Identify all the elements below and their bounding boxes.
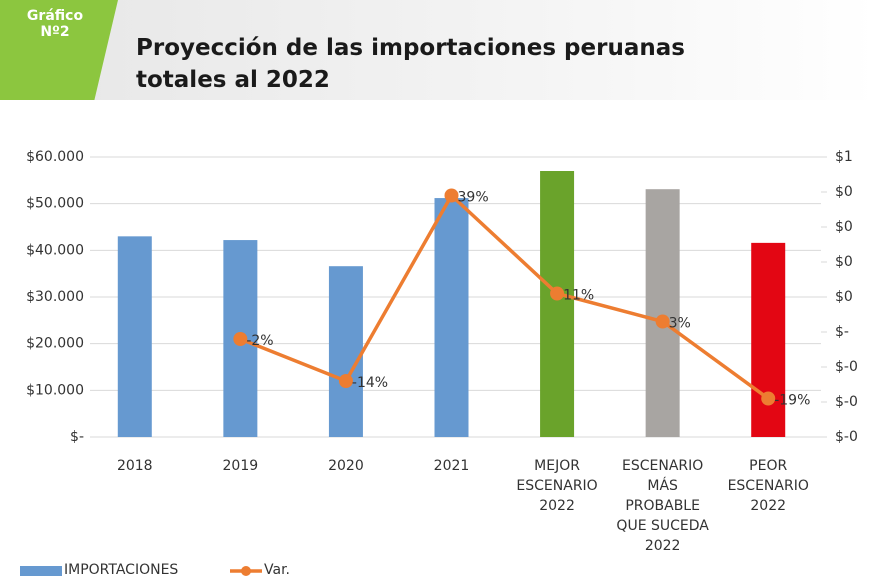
- bar: [540, 171, 575, 437]
- y2-tick-label: $0: [835, 254, 853, 270]
- legend-swatch: [241, 566, 251, 576]
- y2-tick-label: $0: [835, 184, 853, 200]
- point: [338, 374, 353, 388]
- y-tick-label: $40.000: [26, 242, 84, 258]
- data-label: 3%: [669, 316, 691, 332]
- y-tick-label: $20.000: [26, 336, 84, 352]
- chart-title: Proyección de las importaciones peruanas…: [136, 35, 685, 93]
- legend-swatch: [20, 566, 62, 576]
- y2-tick-label: $-0: [835, 359, 858, 375]
- x-tick-label: 2018: [116, 458, 153, 474]
- y-tick-label: $30.000: [26, 289, 84, 305]
- legend-label: IMPORTACIONES: [64, 562, 179, 578]
- x-tick-label: PEOR ESCENARIO 2022: [727, 458, 809, 514]
- x-tick-label: 2019: [222, 458, 259, 474]
- data-label: -19%: [774, 393, 810, 409]
- data-label: 39%: [458, 190, 489, 206]
- y2-tick-label: $0: [835, 219, 853, 235]
- y2-tick-label: $1: [835, 149, 853, 165]
- x-tick-label: MEJOR ESCENARIO 2022: [516, 458, 598, 514]
- y-tick-label: $50.000: [26, 196, 84, 212]
- y2-tick-label: $-: [835, 324, 849, 340]
- y-tick-label: $-: [70, 429, 84, 445]
- point: [444, 188, 459, 203]
- point: [233, 332, 248, 346]
- bar: [328, 266, 363, 437]
- y-tick-label: $60.000: [26, 149, 84, 165]
- point: [550, 286, 565, 301]
- point: [655, 314, 670, 329]
- line: [239, 192, 770, 400]
- bar: [645, 189, 680, 437]
- bar: [117, 236, 152, 437]
- bar: [434, 198, 469, 437]
- legend-label: Var.: [264, 562, 290, 578]
- x-tick-label: ESCENARIO MÁS PROBABLE QUE SUCEDA 2022: [616, 458, 709, 554]
- x-tick-label: 2021: [433, 458, 470, 474]
- y2-tick-label: $-0: [835, 429, 858, 445]
- x-tick-label: 2020: [328, 458, 364, 474]
- y2-tick-label: $-0: [835, 394, 858, 410]
- header: Gráfico Nº2 Proyección de las importacio…: [0, 0, 877, 100]
- data-label: 11%: [563, 288, 594, 304]
- badge-text: Gráfico Nº2: [26, 8, 84, 40]
- y-tick-label: $10.000: [26, 382, 84, 398]
- point: [761, 391, 776, 406]
- data-label: -2%: [246, 333, 273, 349]
- data-label: -14%: [352, 375, 388, 391]
- y2-tick-label: $0: [835, 289, 853, 305]
